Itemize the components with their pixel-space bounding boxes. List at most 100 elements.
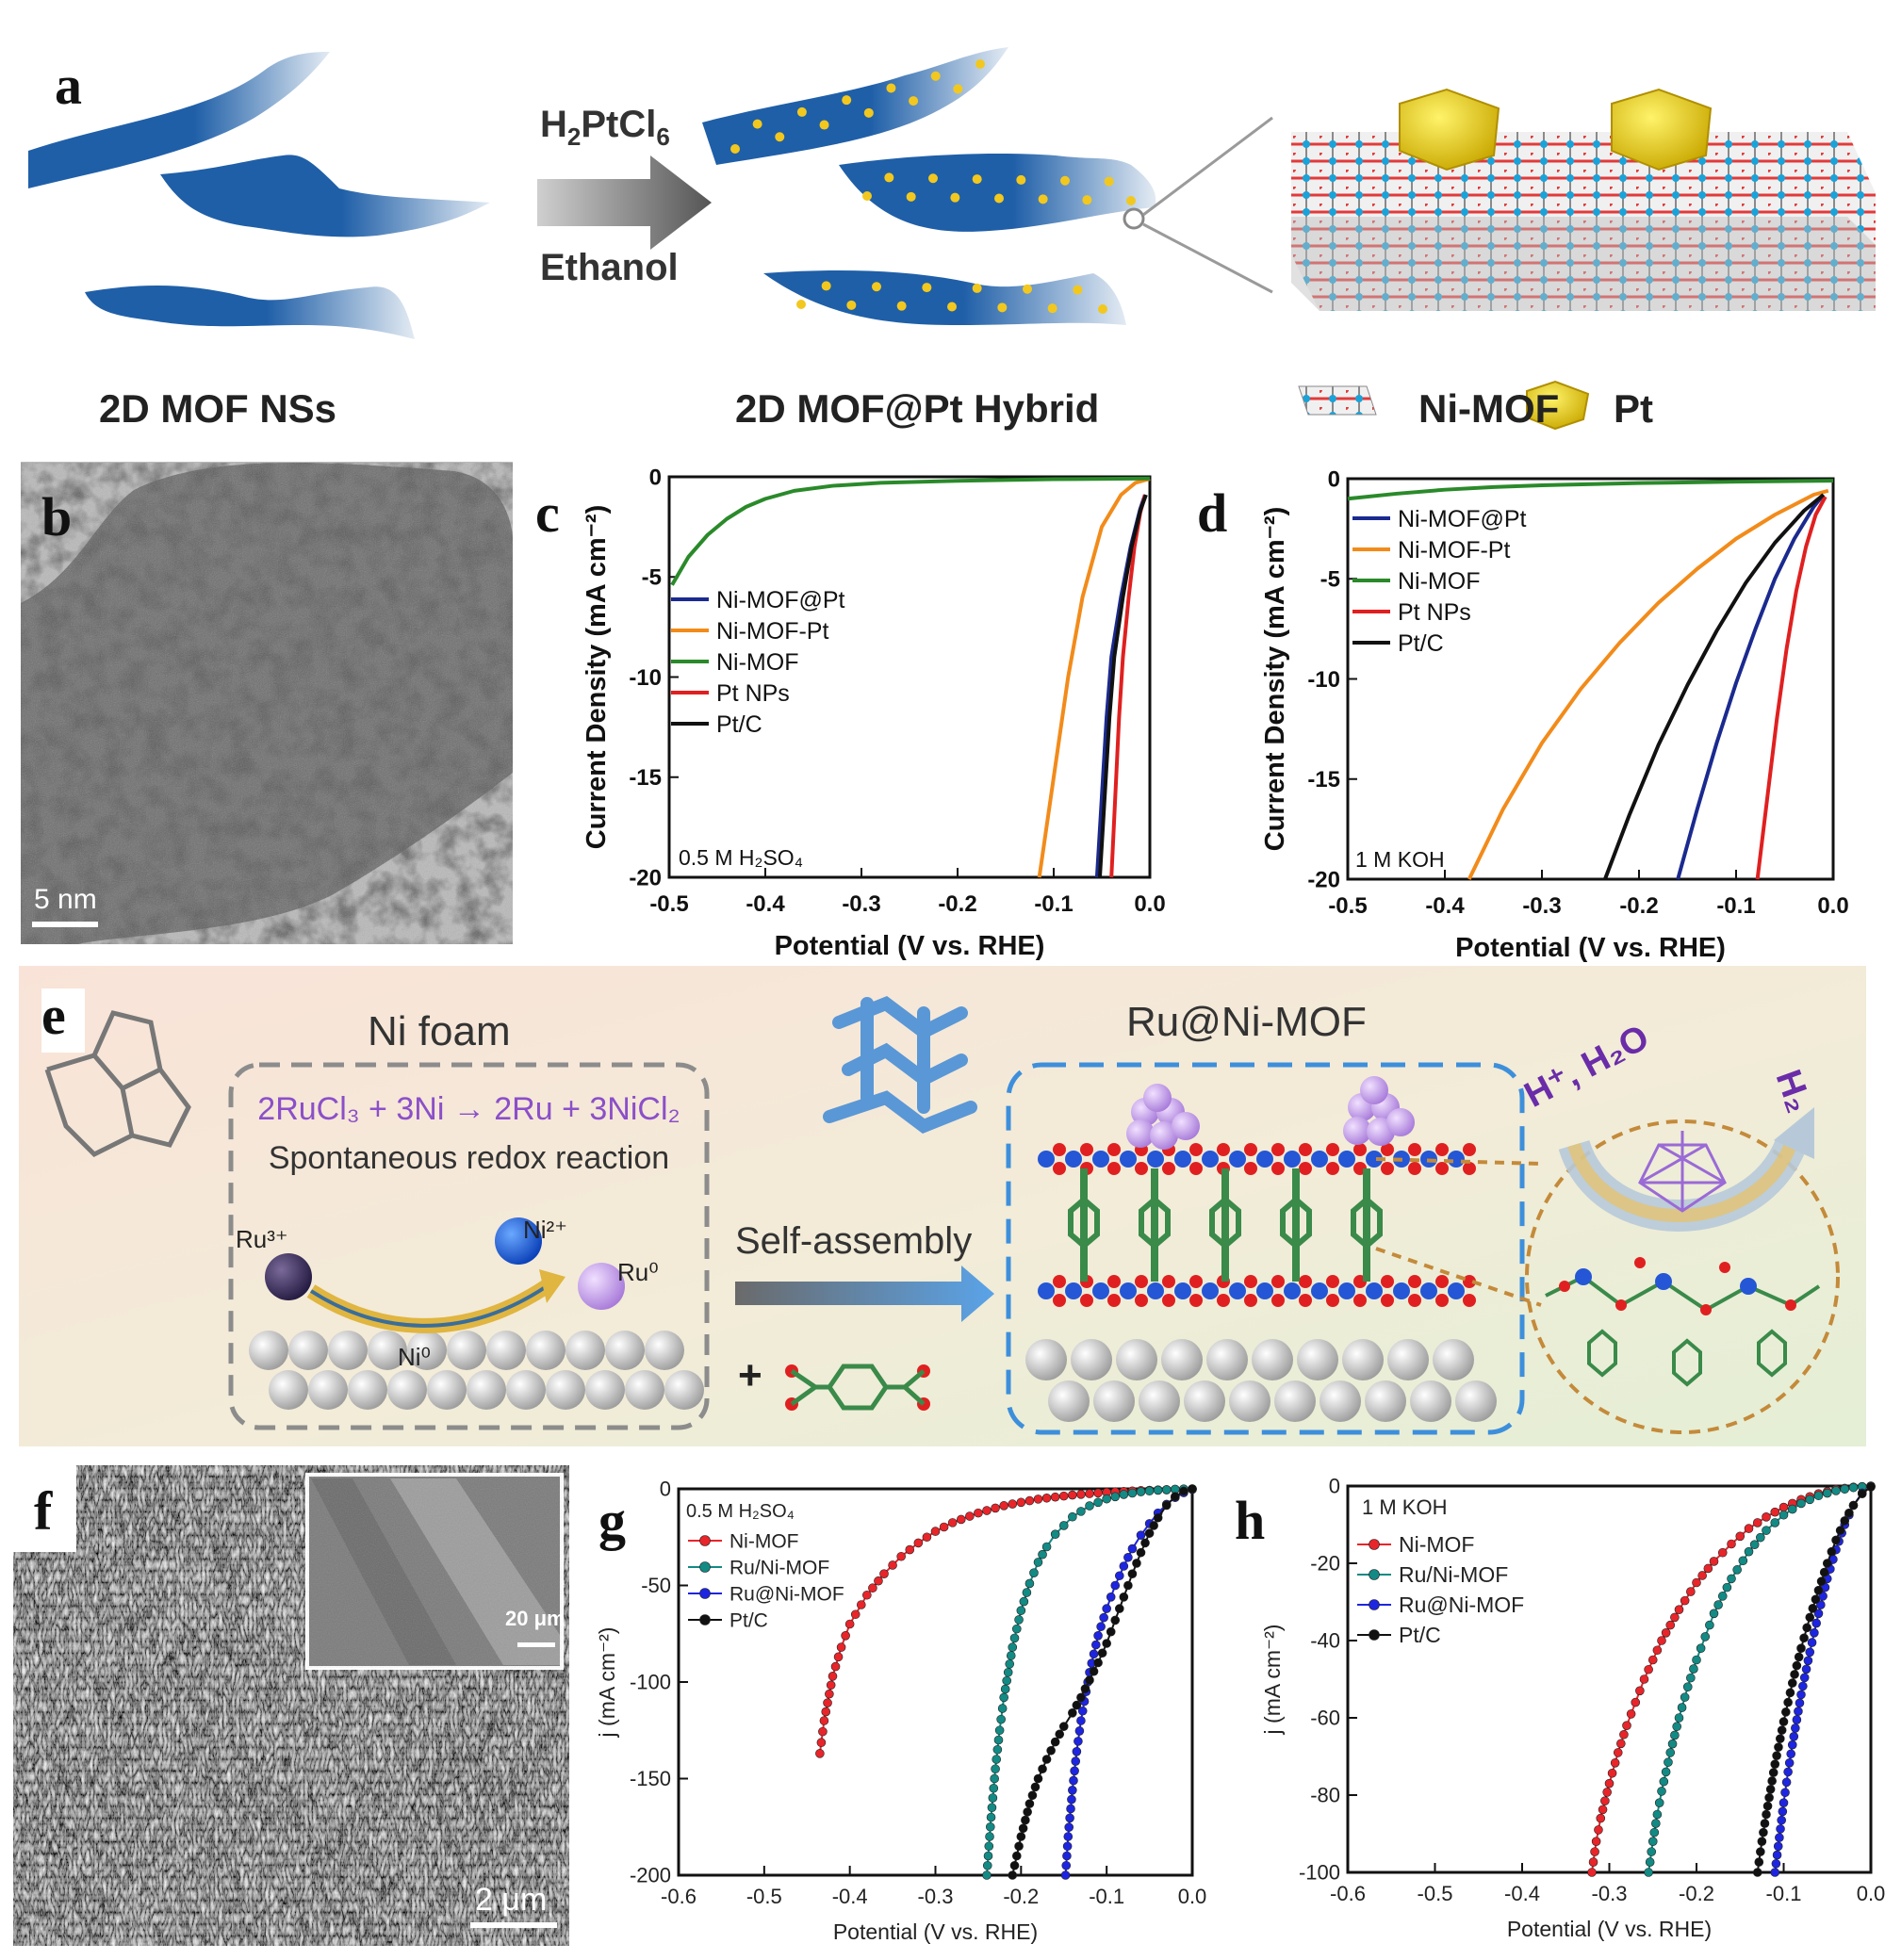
legend-label: Ni-MOF bbox=[716, 649, 798, 676]
pt-dot bbox=[1098, 304, 1107, 314]
x-axis-label: Potential (V vs. RHE) bbox=[1455, 933, 1726, 963]
hybrid-sheet-2 bbox=[839, 154, 1156, 232]
data-point bbox=[1064, 1822, 1074, 1832]
data-point bbox=[1097, 1648, 1107, 1658]
x-tick-label: -0.1 bbox=[1716, 893, 1755, 919]
data-point bbox=[1063, 1832, 1074, 1841]
data-point bbox=[1008, 1870, 1018, 1880]
chart-d-svg: -0.5 -0.4 -0.3 -0.2 -0.1 0.0 0 -5 -10 -15 -20 Poten… bbox=[1260, 466, 1849, 963]
data-point bbox=[1005, 1659, 1015, 1669]
data-point bbox=[985, 1832, 994, 1841]
data-point bbox=[1795, 1698, 1805, 1708]
data-point bbox=[1085, 1675, 1094, 1685]
data-point bbox=[1689, 1664, 1698, 1674]
data-point bbox=[1780, 1788, 1790, 1798]
hybrid-sheet-1 bbox=[702, 47, 1008, 165]
series-Ni-MOF-Pt bbox=[1467, 488, 1829, 880]
panel-label-h: h bbox=[1235, 1490, 1266, 1551]
zoom-circle bbox=[1123, 207, 1145, 230]
data-point bbox=[1840, 1516, 1850, 1526]
data-point bbox=[1657, 1787, 1666, 1796]
data-point bbox=[1074, 1726, 1085, 1736]
caption-2d-mof-ns: 2D MOF NSs bbox=[99, 386, 337, 431]
oxygen-atom bbox=[1408, 1275, 1421, 1288]
data-point bbox=[1022, 1588, 1032, 1597]
data-point bbox=[1127, 1544, 1138, 1554]
oxygen-atom bbox=[1244, 1143, 1257, 1156]
data-point bbox=[1802, 1623, 1811, 1633]
series-Ni-MOF bbox=[1347, 479, 1834, 501]
ni2-ion bbox=[495, 1217, 542, 1265]
data-point bbox=[1021, 1815, 1030, 1825]
pt-dot bbox=[872, 282, 881, 292]
oxygen-atom bbox=[1189, 1162, 1203, 1175]
data-point bbox=[1061, 1860, 1072, 1870]
data-point bbox=[1778, 1510, 1789, 1520]
pt-dot bbox=[819, 120, 829, 130]
data-point bbox=[1062, 1841, 1073, 1852]
x-tick-label: -0.6 bbox=[1330, 1882, 1366, 1905]
data-point bbox=[1645, 1857, 1655, 1867]
data-point bbox=[1068, 1785, 1077, 1795]
ni-foam-spheres bbox=[249, 1331, 704, 1410]
data-point bbox=[1071, 1756, 1081, 1766]
data-point bbox=[1060, 1870, 1071, 1880]
data-point bbox=[905, 1544, 915, 1555]
foam-sphere bbox=[348, 1370, 387, 1410]
panel-a-schematic: H2PtCl6 Ethanol 2D MOF NSs 2D MOF@Pt Hyb… bbox=[0, 0, 1885, 457]
data-point bbox=[1752, 1518, 1762, 1527]
oxygen-atom bbox=[1381, 1294, 1394, 1307]
data-point bbox=[1813, 1585, 1824, 1595]
pt-dot bbox=[752, 119, 762, 129]
series-Pt NPs bbox=[1755, 496, 1828, 880]
pt-dot bbox=[842, 95, 852, 106]
data-point bbox=[888, 1560, 897, 1570]
legend-marker bbox=[699, 1614, 711, 1625]
data-point bbox=[1072, 1746, 1082, 1756]
substrate-sphere bbox=[1229, 1380, 1270, 1422]
data-point bbox=[1613, 1748, 1623, 1757]
mof-lattice-model bbox=[1291, 88, 1876, 311]
data-point bbox=[947, 1518, 958, 1527]
oxygen-atom bbox=[1435, 1275, 1449, 1288]
data-point bbox=[1713, 1600, 1723, 1609]
condition-annotation: 1 M KOH bbox=[1355, 847, 1445, 872]
data-point bbox=[983, 1851, 993, 1861]
data-point bbox=[816, 1738, 827, 1748]
data-point bbox=[1009, 1633, 1020, 1643]
ru3-label: Ru³⁺ bbox=[236, 1225, 288, 1253]
data-point bbox=[1670, 1612, 1680, 1623]
data-point bbox=[1866, 1482, 1876, 1492]
data-point bbox=[1857, 1489, 1867, 1499]
data-point bbox=[1093, 1488, 1103, 1498]
data-point bbox=[1803, 1656, 1813, 1666]
oxygen-atom bbox=[1326, 1294, 1339, 1307]
data-point bbox=[1796, 1498, 1806, 1509]
data-point bbox=[1647, 1837, 1658, 1847]
data-point bbox=[1093, 1497, 1103, 1508]
data-point bbox=[1762, 1511, 1771, 1522]
substrate-sphere bbox=[1048, 1380, 1090, 1422]
oxygen-atom bbox=[1135, 1275, 1148, 1288]
data-point bbox=[1639, 1674, 1649, 1684]
x-tick-label: -0.4 bbox=[746, 891, 785, 917]
x-tick-label: -0.2 bbox=[1003, 1885, 1039, 1908]
substrate-sphere bbox=[1455, 1380, 1497, 1422]
panel-label-g: g bbox=[598, 1490, 626, 1551]
y-tick-label: -100 bbox=[1299, 1861, 1340, 1885]
data-point bbox=[1065, 1813, 1074, 1823]
data-point bbox=[1794, 1652, 1804, 1662]
data-point bbox=[1099, 1612, 1108, 1623]
foam-sphere bbox=[585, 1370, 625, 1410]
pt-dot bbox=[796, 106, 807, 117]
foam-sphere bbox=[328, 1331, 368, 1370]
data-point bbox=[1110, 1615, 1121, 1625]
panel-label-b: b bbox=[41, 486, 73, 547]
data-point bbox=[1140, 1538, 1150, 1548]
data-point bbox=[1696, 1643, 1706, 1653]
data-point bbox=[1598, 1805, 1608, 1815]
data-point bbox=[1682, 1682, 1693, 1691]
data-point bbox=[922, 1532, 932, 1543]
panel-f-sem-image: 20 μm 2 μm f bbox=[13, 1465, 569, 1946]
oxygen-atom bbox=[1244, 1294, 1257, 1307]
